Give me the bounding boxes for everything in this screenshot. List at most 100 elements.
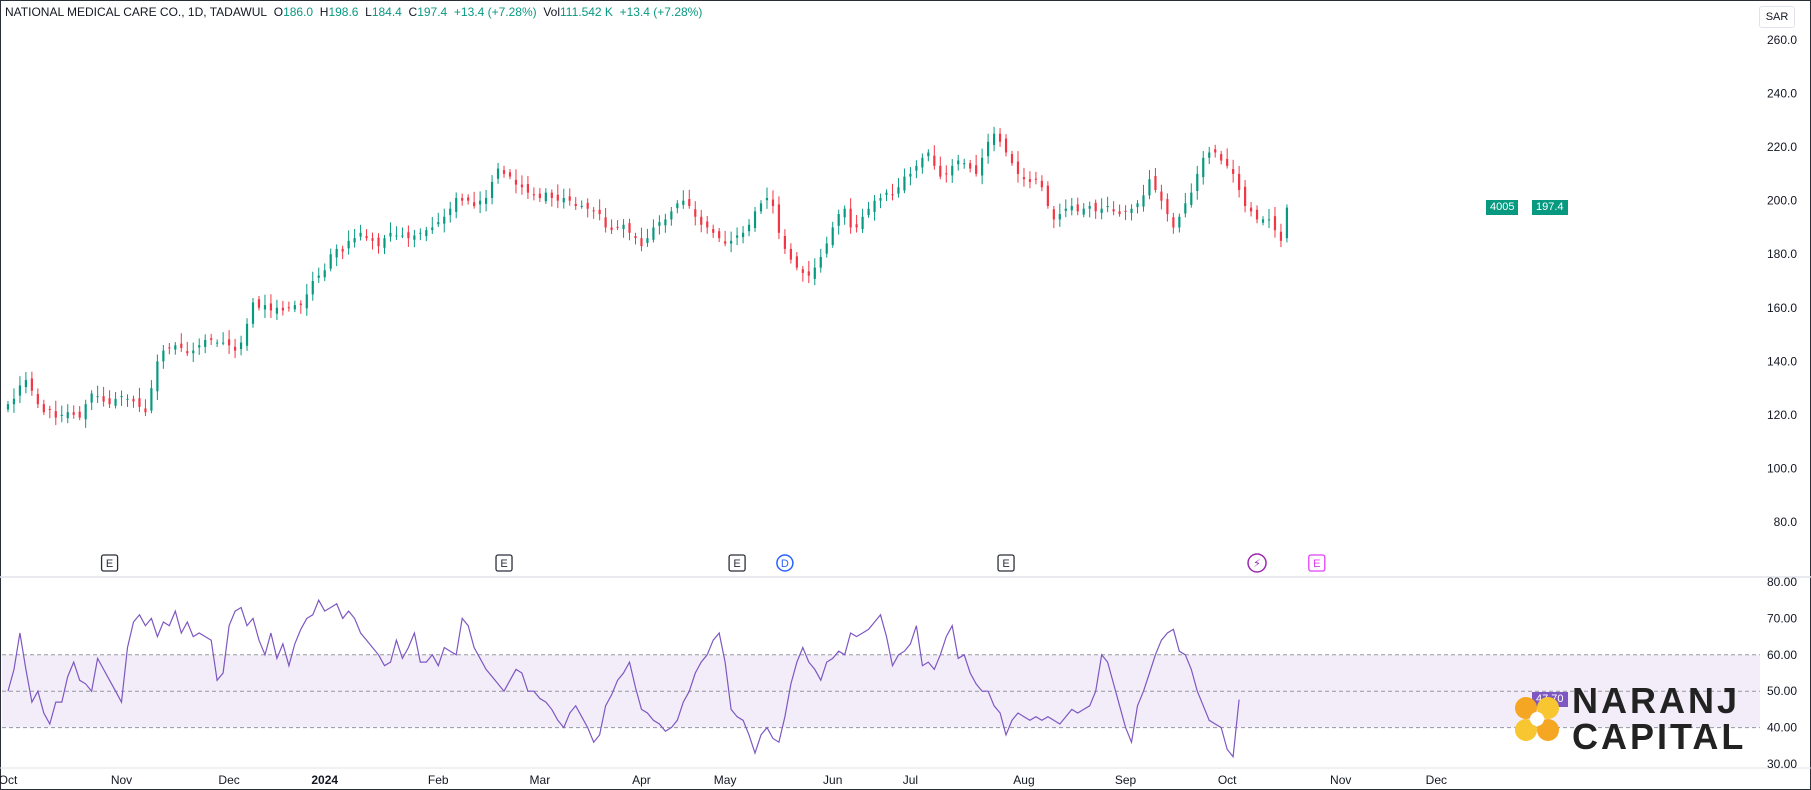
candle-body (102, 396, 105, 402)
candle-body (1184, 203, 1187, 214)
candle-body (1022, 177, 1026, 180)
candle-body (42, 404, 45, 413)
rsi-line (7, 598, 1240, 759)
candle-body (299, 303, 302, 306)
candle-body (1082, 208, 1085, 215)
candle-body (162, 350, 165, 362)
candle-body (765, 197, 769, 201)
candle-body (939, 165, 942, 177)
candle-body (347, 240, 350, 249)
candle-body (759, 203, 763, 212)
symbol-title[interactable]: NATIONAL MEDICAL CARE CO., 1D, TADAWUL (5, 5, 268, 19)
candle-body (168, 347, 171, 349)
candle-body (957, 160, 960, 165)
candle-body (568, 196, 571, 201)
candle-body (998, 133, 1002, 142)
candle-body (449, 208, 452, 216)
candle-body (562, 197, 565, 203)
candle-body (903, 176, 906, 191)
candle-body (263, 305, 267, 310)
candle-body (36, 394, 39, 405)
close-value: 197.4 (417, 5, 448, 19)
candle-body (1160, 191, 1163, 201)
candle-body (652, 227, 655, 240)
candle-body (753, 211, 757, 228)
time-axis-tick: Dec (218, 773, 239, 787)
candle-body (837, 214, 840, 226)
candle-body (1118, 211, 1121, 215)
candle-body (150, 388, 153, 411)
time-axis-tick: 2024 (311, 773, 338, 787)
change-value: +13.4 (+7.28%) (453, 5, 537, 19)
candle-body (401, 235, 404, 237)
candle-body (909, 173, 912, 177)
candle-body (1148, 179, 1151, 196)
candle-body (245, 323, 249, 346)
candle-body (54, 411, 57, 418)
candle-body (78, 411, 81, 418)
candle-body (897, 187, 900, 194)
symbol-legend[interactable]: NATIONAL MEDICAL CARE CO., 1D, TADAWUL O… (5, 5, 702, 19)
candle-body (1112, 209, 1115, 212)
rsi-axis-tick: 30.00 (1767, 757, 1797, 771)
candle-body (66, 412, 69, 419)
candle-body (915, 165, 918, 171)
candle-body (580, 206, 583, 208)
candle-body (473, 202, 476, 207)
candle-body (783, 236, 787, 249)
candle-body (1154, 176, 1157, 190)
logo-line-2: CAPITAL (1572, 716, 1747, 757)
candle-body (281, 307, 284, 311)
candle-body (1178, 216, 1181, 228)
candle-body (461, 197, 464, 201)
candle-body (646, 238, 649, 243)
candle-body (186, 351, 189, 354)
candle-body (1285, 207, 1289, 239)
candle-body (801, 269, 804, 273)
time-axis-tick: Mar (530, 773, 551, 787)
earnings-event-marker (100, 554, 119, 572)
candle-body (1004, 138, 1008, 153)
candle-body (718, 231, 721, 239)
candle-body (688, 199, 691, 207)
earnings-event-marker-label: E (1002, 558, 1009, 570)
candle-body (813, 267, 816, 279)
candle-body (496, 168, 500, 179)
candle-body (927, 152, 930, 157)
candle-body (1034, 178, 1038, 180)
candle-body (538, 193, 541, 198)
candle-body (1058, 214, 1061, 220)
candle-body (6, 404, 10, 410)
currency-button[interactable]: SAR (1759, 6, 1795, 28)
candle-body (287, 307, 290, 309)
candle-body (395, 235, 398, 237)
earnings-event-marker-label: E (733, 558, 740, 570)
candle-body (1100, 208, 1103, 213)
candle-body (574, 203, 577, 207)
candle-body (556, 194, 559, 201)
candle-body (694, 209, 697, 217)
candle-body (951, 165, 954, 176)
candle-body (724, 241, 727, 244)
time-axis-tick: Nov (111, 773, 132, 787)
candle-body (831, 227, 834, 246)
candle-body (544, 192, 547, 202)
earnings-event-marker (495, 554, 513, 572)
candle-body (1016, 161, 1020, 174)
candle-body (1238, 173, 1241, 190)
candle-body (1076, 204, 1079, 212)
candle-body (604, 217, 607, 228)
candle-body (1226, 158, 1229, 166)
time-axis-tick: Apr (632, 773, 651, 787)
candle-body (413, 235, 416, 240)
candle-body (377, 237, 380, 247)
candle-body (174, 345, 177, 350)
time-axis-tick: Dec (1426, 773, 1447, 787)
earnings-event-marker (728, 554, 746, 572)
candle-body (616, 226, 619, 228)
candle-body (455, 197, 458, 212)
candle-body (12, 398, 16, 405)
candle-body (329, 254, 332, 269)
candle-body (963, 163, 966, 165)
